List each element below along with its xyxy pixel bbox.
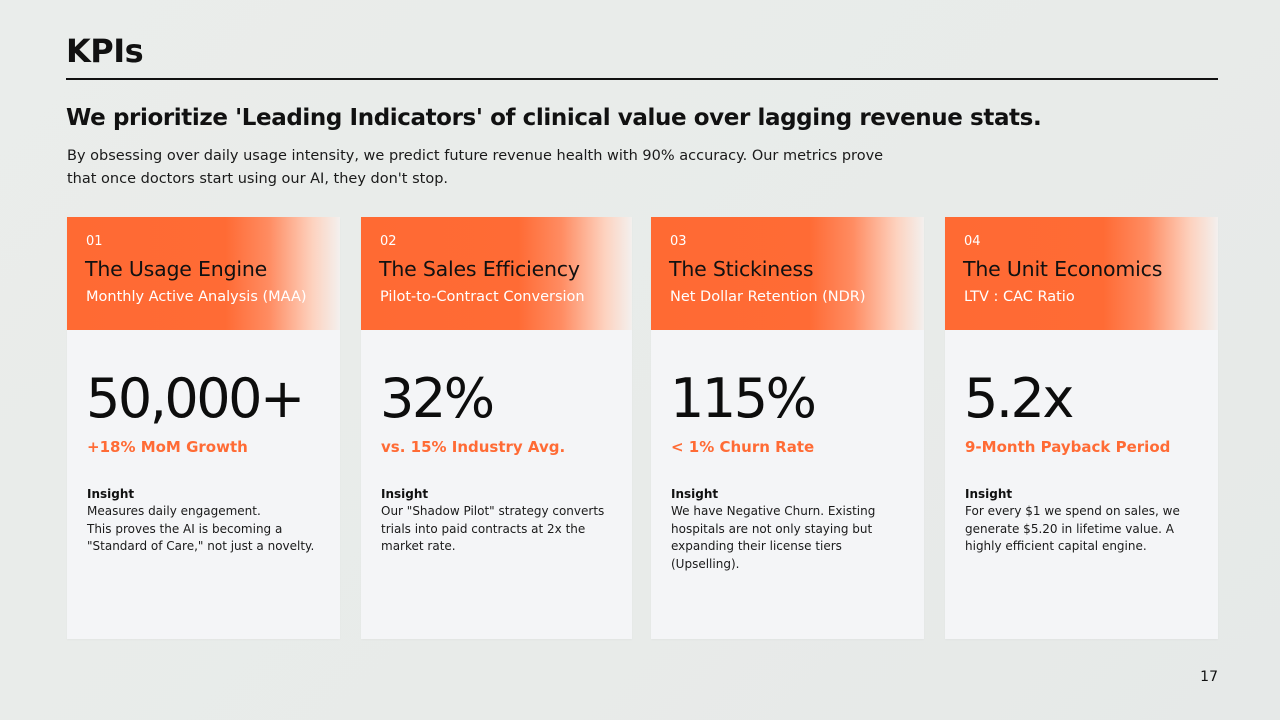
insight-text: Our "Shadow Pilot" strategy converts tri… <box>381 504 605 553</box>
card-header: 04 The Unit Economics LTV : CAC Ratio <box>945 217 1218 330</box>
kpi-metric: +18% MoM Growth <box>87 438 248 456</box>
card-number: 02 <box>380 234 397 249</box>
insight-label: Insight <box>965 487 1013 501</box>
insight-label: Insight <box>671 487 719 501</box>
insight-text: We have Negative Churn. Existing hospita… <box>671 504 876 571</box>
kpi-value: 32% <box>380 367 495 430</box>
card-header: 01 The Usage Engine Monthly Active Analy… <box>67 217 340 330</box>
insight-label: Insight <box>381 487 429 501</box>
headline: We prioritize 'Leading Indicators' of cl… <box>66 105 1042 131</box>
kpi-card-sales-efficiency: 02 The Sales Efficiency Pilot-to-Contrac… <box>361 217 632 639</box>
insight-text: Measures daily engagement. This proves t… <box>87 504 315 553</box>
kpi-value: 5.2x <box>964 367 1074 430</box>
card-title: The Stickiness <box>669 257 814 281</box>
card-number: 01 <box>86 234 103 249</box>
card-number: 04 <box>964 234 981 249</box>
card-subtitle: LTV : CAC Ratio <box>964 289 1075 305</box>
card-title: The Unit Economics <box>963 257 1163 281</box>
card-subtitle: Monthly Active Analysis (MAA) <box>86 289 307 305</box>
kpi-card-usage-engine: 01 The Usage Engine Monthly Active Analy… <box>67 217 340 639</box>
kpi-metric: < 1% Churn Rate <box>671 438 815 456</box>
insight-text: For every $1 we spend on sales, we gener… <box>965 504 1180 553</box>
card-title: The Sales Efficiency <box>379 257 580 281</box>
insight-label: Insight <box>87 487 135 501</box>
card-header: 02 The Sales Efficiency Pilot-to-Contrac… <box>361 217 632 330</box>
kpi-card-stickiness: 03 The Stickiness Net Dollar Retention (… <box>651 217 924 639</box>
kpi-value: 50,000+ <box>86 367 305 430</box>
kpi-card-unit-economics: 04 The Unit Economics LTV : CAC Ratio 5.… <box>945 217 1218 639</box>
kpi-metric: vs. 15% Industry Avg. <box>381 438 566 456</box>
card-header: 03 The Stickiness Net Dollar Retention (… <box>651 217 924 330</box>
card-subtitle: Net Dollar Retention (NDR) <box>670 289 866 305</box>
kpi-metric: 9-Month Payback Period <box>965 438 1171 456</box>
title-divider <box>66 78 1218 80</box>
card-title: The Usage Engine <box>85 257 268 281</box>
page-title: KPIs <box>66 32 144 70</box>
page-number: 17 <box>1200 669 1218 685</box>
card-number: 03 <box>670 234 687 249</box>
kpi-value: 115% <box>670 367 817 430</box>
card-subtitle: Pilot-to-Contract Conversion <box>380 289 585 305</box>
subtext: By obsessing over daily usage intensity,… <box>67 148 884 187</box>
